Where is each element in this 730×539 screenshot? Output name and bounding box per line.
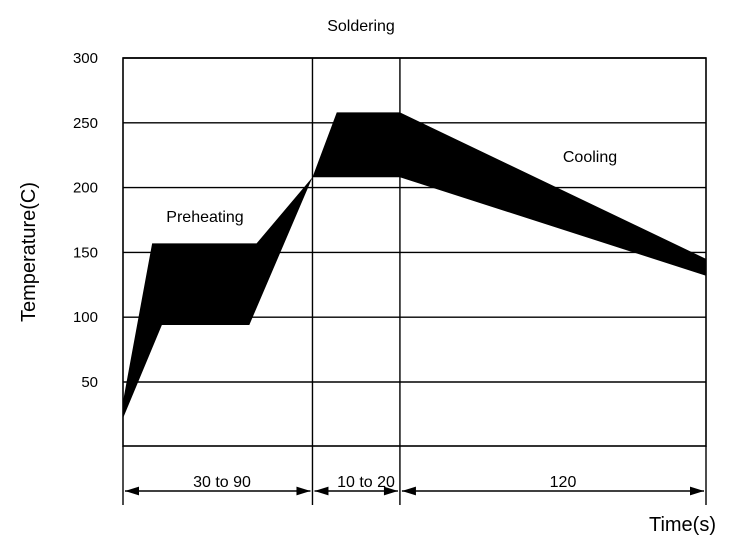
duration-label-soldering: 10 to 20 xyxy=(337,474,395,491)
region-label-soldering: Soldering xyxy=(327,18,395,35)
y-tick-label-200: 200 xyxy=(73,180,98,197)
temperature-band xyxy=(123,112,706,419)
duration-label-preheating: 30 to 90 xyxy=(193,474,251,491)
region-label-cooling: Cooling xyxy=(563,149,617,166)
duration-label-cooling: 120 xyxy=(550,474,577,491)
plot-frame xyxy=(122,57,707,447)
duration-arrow-3 xyxy=(401,486,704,496)
x-axis-title: Time(s) xyxy=(649,514,716,536)
y-tick-label-150: 150 xyxy=(73,244,98,261)
y-tick-label-300: 300 xyxy=(73,50,98,67)
region-label-preheating: Preheating xyxy=(166,209,243,226)
region-dividers xyxy=(122,58,707,505)
duration-arrow-2 xyxy=(314,486,398,496)
y-axis-title: Temperature(C) xyxy=(18,182,40,322)
y-tick-label-250: 250 xyxy=(73,115,98,132)
y-tick-label-100: 100 xyxy=(73,309,98,326)
y-tick-labels: 50 100 150 200 250 300 xyxy=(73,50,98,391)
duration-arrow-1 xyxy=(125,486,311,496)
duration-arrows xyxy=(125,486,704,496)
y-tick-label-50: 50 xyxy=(81,374,98,391)
